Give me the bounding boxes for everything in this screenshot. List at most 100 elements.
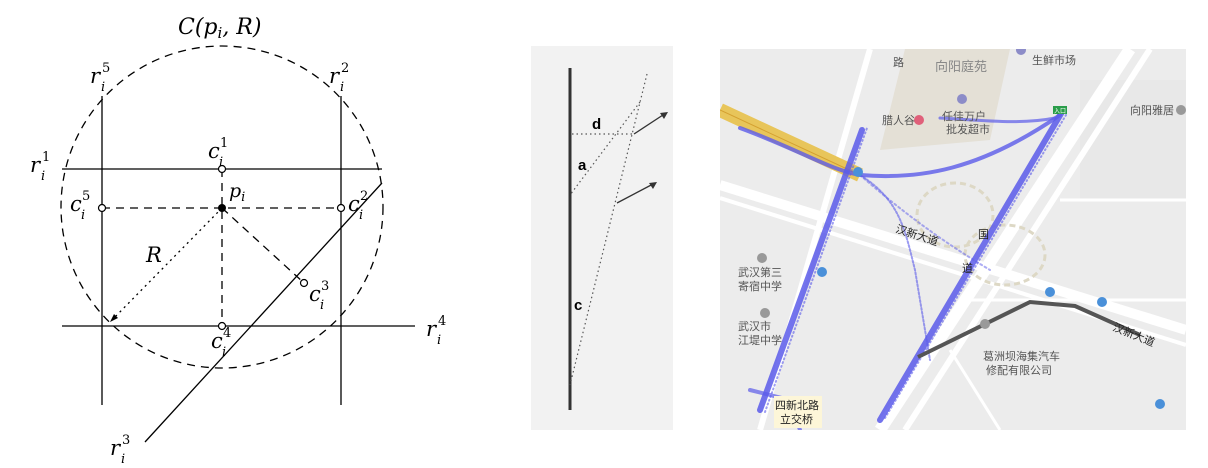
map-label-poi-top: 向阳庭苑	[935, 59, 987, 75]
arrow-lower-head	[649, 182, 657, 189]
map-block	[880, 49, 1010, 150]
svg-text:c: c	[208, 139, 220, 163]
expressway-edge	[720, 109, 861, 176]
svg-text:r: r	[30, 153, 42, 177]
dotted-line-lower	[569, 101, 641, 196]
svg-text:5: 5	[82, 189, 90, 204]
bus-stop-icon	[853, 167, 863, 177]
geometry-diagram: C(pi, R) pi R r 1 i r 2 i r 3 i r 4 i r …	[30, 15, 446, 467]
map-label-road-top: 路	[893, 56, 904, 69]
svg-text:c: c	[309, 282, 321, 306]
svg-text:4: 4	[223, 326, 231, 341]
map-road	[720, 180, 1186, 335]
svg-text:3: 3	[122, 433, 130, 448]
svg-text:i: i	[81, 208, 85, 223]
label-r5: r 5 i	[90, 61, 110, 95]
map-label-market1: 生鲜市场	[1032, 53, 1076, 67]
arrow-upper-head	[660, 112, 668, 119]
point-c4	[217, 321, 227, 331]
point-c1	[217, 164, 227, 174]
gps-traces	[738, 109, 1067, 430]
poi-icon	[757, 253, 767, 263]
svg-text:c: c	[70, 192, 82, 216]
line-r3	[144, 182, 383, 443]
poi-icon	[980, 319, 990, 329]
label-r1: r 1 i	[30, 150, 50, 184]
label-R: R	[145, 243, 162, 267]
proj-c3	[221, 207, 305, 284]
map-road	[948, 349, 1002, 430]
svg-text:r: r	[426, 317, 438, 341]
radius-arrowhead	[110, 314, 118, 322]
svg-text:i: i	[437, 333, 441, 348]
map-label-company-a: 葛洲坝海集汽车	[983, 349, 1060, 363]
label-r4: r 4 i	[426, 314, 446, 348]
circle-label: C(pi, R)	[178, 15, 261, 42]
label-c: c	[574, 297, 582, 314]
svg-text:4: 4	[438, 314, 446, 329]
distance-diagram: d a c	[531, 46, 673, 430]
poi-icon	[1155, 399, 1165, 409]
svg-text:i: i	[121, 452, 125, 467]
poi-icon	[1016, 49, 1026, 55]
map-road	[874, 49, 1136, 430]
map-label-market2a: 任佳万户	[942, 109, 986, 123]
bus-stop-icon	[817, 267, 827, 277]
map-panel: 向阳庭苑 生鲜市场 任佳万户 批发超市 腊人谷 向阳雅居 路 武汉第三 寄宿中学…	[720, 49, 1186, 430]
poi-icon	[1176, 105, 1186, 115]
svg-text:1: 1	[220, 136, 228, 151]
map-label-right: 向阳雅居	[1130, 103, 1174, 117]
svg-text:i: i	[219, 155, 223, 170]
label-c5: c 5 i	[70, 189, 90, 223]
matched-route	[917, 299, 1141, 359]
svg-text:c: c	[348, 192, 360, 216]
label-d: d	[592, 116, 601, 133]
map-label-company-b: 修配有限公司	[986, 363, 1052, 377]
map-label-school-b: 寄宿中学	[738, 279, 782, 293]
map-label-shop: 腊人谷	[882, 114, 915, 127]
svg-text:3: 3	[321, 279, 329, 294]
map-road	[902, 49, 1153, 430]
label-c4: c 4 i	[211, 326, 231, 360]
map-label-road3: 道	[962, 261, 973, 275]
svg-text:r: r	[90, 64, 102, 88]
label-c3: c 3 i	[309, 279, 329, 313]
point-c5	[97, 203, 107, 213]
bus-stop-icon	[1097, 297, 1107, 307]
svg-text:2: 2	[360, 189, 368, 204]
point-p	[218, 204, 226, 212]
map-label-market2b: 批发超市	[946, 122, 990, 136]
poi-icon	[957, 94, 967, 104]
svg-text:i: i	[101, 80, 105, 95]
svg-text:i: i	[320, 298, 324, 313]
entrance-icon	[1053, 106, 1067, 114]
label-c2: c 2 i	[348, 189, 368, 223]
svg-text:5: 5	[102, 61, 110, 76]
label-c1: c 1 i	[208, 136, 228, 170]
svg-text:i: i	[222, 345, 226, 360]
poi-icon	[914, 115, 924, 125]
map-label-school2-a: 武汉市	[738, 319, 771, 333]
point-c2	[336, 203, 346, 213]
dotted-line-upper	[569, 73, 648, 386]
svg-text:c: c	[211, 329, 223, 353]
label-r2: r 2 i	[329, 61, 349, 95]
svg-text:r: r	[329, 64, 341, 88]
label-p: pi	[229, 180, 245, 205]
interchange-loop	[915, 181, 995, 249]
poi-icon	[760, 308, 770, 318]
svg-text:i: i	[340, 80, 344, 95]
map-label-road2: 国	[978, 228, 989, 241]
svg-text:1: 1	[42, 150, 50, 165]
label-a: a	[578, 157, 587, 174]
neighborhood-circle	[60, 45, 384, 369]
map-label-bridge-b: 立交桥	[780, 412, 813, 426]
svg-text:i: i	[41, 169, 45, 184]
bus-stop-icon	[1045, 287, 1055, 297]
distance-diagram-bg	[531, 46, 673, 430]
arrow-lower	[616, 182, 656, 204]
map-label-school-a: 武汉第三	[738, 265, 782, 279]
map-label-entrance: 入口	[1054, 108, 1066, 115]
map-label-bridge-a: 四新北路	[775, 398, 819, 412]
